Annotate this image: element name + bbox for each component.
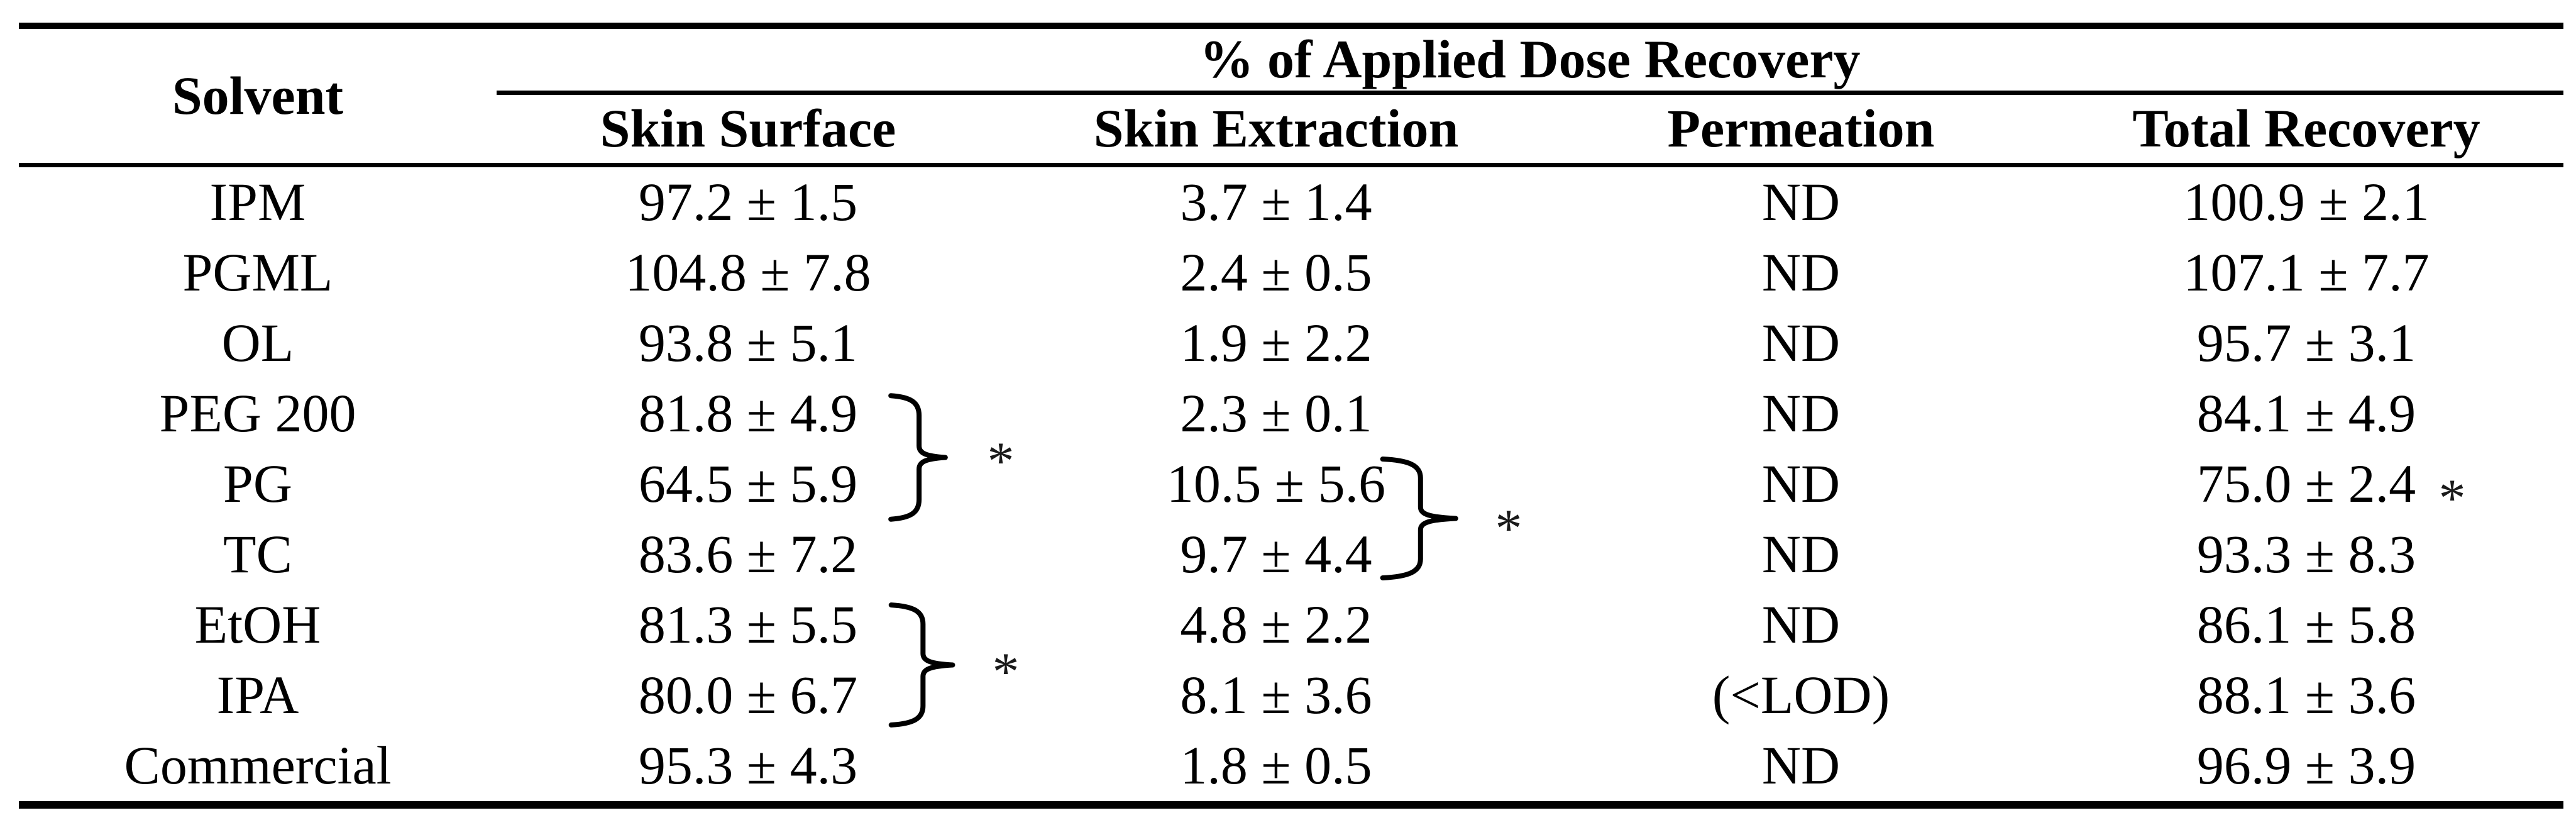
cell-skin-surface: 104.8 ± 7.8 — [625, 242, 871, 303]
cell-skin-extraction: 1.9 ± 2.2 — [1180, 313, 1372, 374]
column-header-permeation: Permeation — [1553, 92, 2049, 167]
cell-permeation: ND — [1761, 242, 1841, 303]
cell-solvent: PGML — [182, 242, 333, 303]
cell-skin-surface: 64.5 ± 5.9 — [638, 453, 858, 514]
cell-solvent: IPM — [209, 172, 306, 233]
cell-permeation: ND — [1761, 172, 1841, 233]
cell-skin-surface: 93.8 ± 5.1 — [638, 313, 858, 374]
recovery-table: Solvent % of Applied Dose Recovery Skin … — [19, 23, 2564, 809]
significance-asterisk: * — [987, 431, 1015, 491]
cell-skin-extraction: 3.7 ± 1.4 — [1180, 172, 1372, 233]
significance-asterisk: * — [992, 641, 1020, 702]
cell-permeation: ND — [1761, 313, 1841, 374]
table-row: PEG 200 81.8 ± 4.9 2.3 ± 0.1 ND 84.1 ± 4… — [19, 379, 2563, 449]
table-row: TC 83.6 ± 7.2 9.7 ± 4.4 ND 93.3 ± 8.3 — [19, 519, 2563, 590]
cell-total-recovery: 88.1 ± 3.6 — [2196, 665, 2416, 726]
cell-permeation: ND — [1761, 383, 1841, 444]
cell-solvent: PG — [223, 453, 292, 514]
table-row: PG 64.5 ± 5.9 10.5 ± 5.6 ND 75.0 ± 2.4 — [19, 449, 2563, 519]
column-header-solvent: Solvent — [19, 26, 497, 167]
cell-skin-surface: 83.6 ± 7.2 — [638, 524, 858, 585]
table-header-row-2: Skin Surface Skin Extraction Permeation … — [19, 92, 2564, 167]
cell-permeation: ND — [1761, 594, 1841, 655]
cell-skin-extraction: 4.8 ± 2.2 — [1180, 594, 1372, 655]
column-header-skin-surface: Skin Surface — [497, 92, 999, 167]
cell-skin-extraction: 2.4 ± 0.5 — [1180, 242, 1372, 303]
table-row: PGML 104.8 ± 7.8 2.4 ± 0.5 ND 107.1 ± 7.… — [19, 238, 2563, 308]
cell-total-recovery: 93.3 ± 8.3 — [2196, 524, 2416, 585]
cell-solvent: IPA — [216, 665, 299, 726]
cell-total-recovery: 107.1 ± 7.7 — [2183, 242, 2430, 303]
table-row: IPM 97.2 ± 1.5 3.7 ± 1.4 ND 100.9 ± 2.1 — [19, 165, 2563, 238]
cell-solvent: Commercial — [124, 735, 392, 796]
cell-skin-surface: 81.3 ± 5.5 — [638, 594, 858, 655]
table-row: IPA 80.0 ± 6.7 8.1 ± 3.6 (<LOD) 88.1 ± 3… — [19, 660, 2563, 731]
cell-solvent: TC — [223, 524, 292, 585]
significance-asterisk: * — [1495, 498, 1522, 558]
column-group-header: % of Applied Dose Recovery — [497, 26, 2564, 95]
cell-total-recovery: 95.7 ± 3.1 — [2196, 313, 2416, 374]
cell-skin-extraction: 1.8 ± 0.5 — [1180, 735, 1372, 796]
cell-permeation: ND — [1761, 735, 1841, 796]
significance-brace-skin-surface-peg200-pg — [888, 392, 947, 523]
cell-total-recovery: 84.1 ± 4.9 — [2196, 383, 2416, 444]
cell-skin-surface: 80.0 ± 6.7 — [638, 665, 858, 726]
cell-skin-extraction: 8.1 ± 3.6 — [1180, 665, 1372, 726]
cell-solvent: EtOH — [194, 594, 321, 655]
cell-total-recovery: 86.1 ± 5.8 — [2196, 594, 2416, 655]
cell-skin-extraction: 9.7 ± 4.4 — [1180, 524, 1372, 585]
significance-brace-skin-surface-etoh-ipa — [888, 601, 955, 729]
cell-permeation: ND — [1761, 453, 1841, 514]
table-header-row-1: Solvent % of Applied Dose Recovery — [19, 26, 2564, 167]
cell-solvent: OL — [221, 313, 294, 374]
cell-skin-surface: 81.8 ± 4.9 — [638, 383, 858, 444]
table-row: EtOH 81.3 ± 5.5 4.8 ± 2.2 ND 86.1 ± 5.8 — [19, 590, 2563, 660]
cell-solvent: PEG 200 — [159, 383, 356, 444]
cell-permeation: (<LOD) — [1712, 665, 1890, 726]
cell-total-recovery: 100.9 ± 2.1 — [2183, 172, 2430, 233]
column-header-total-recovery: Total Recovery — [2049, 92, 2564, 167]
significance-asterisk: * — [2438, 468, 2466, 528]
cell-permeation: ND — [1761, 524, 1841, 585]
cell-total-recovery: 75.0 ± 2.4 — [2196, 453, 2416, 514]
table-row: Commercial 95.3 ± 4.3 1.8 ± 0.5 ND 96.9 … — [19, 731, 2563, 805]
cell-skin-surface: 97.2 ± 1.5 — [638, 172, 858, 233]
cell-total-recovery: 96.9 ± 3.9 — [2196, 735, 2416, 796]
table-row: OL 93.8 ± 5.1 1.9 ± 2.2 ND 95.7 ± 3.1 — [19, 308, 2563, 379]
cell-skin-extraction: 2.3 ± 0.1 — [1180, 383, 1372, 444]
column-header-skin-extraction: Skin Extraction — [999, 92, 1553, 167]
cell-skin-extraction: 10.5 ± 5.6 — [1166, 453, 1386, 514]
cell-skin-surface: 95.3 ± 4.3 — [638, 735, 858, 796]
significance-brace-skin-extraction-pg-tc — [1379, 455, 1458, 582]
